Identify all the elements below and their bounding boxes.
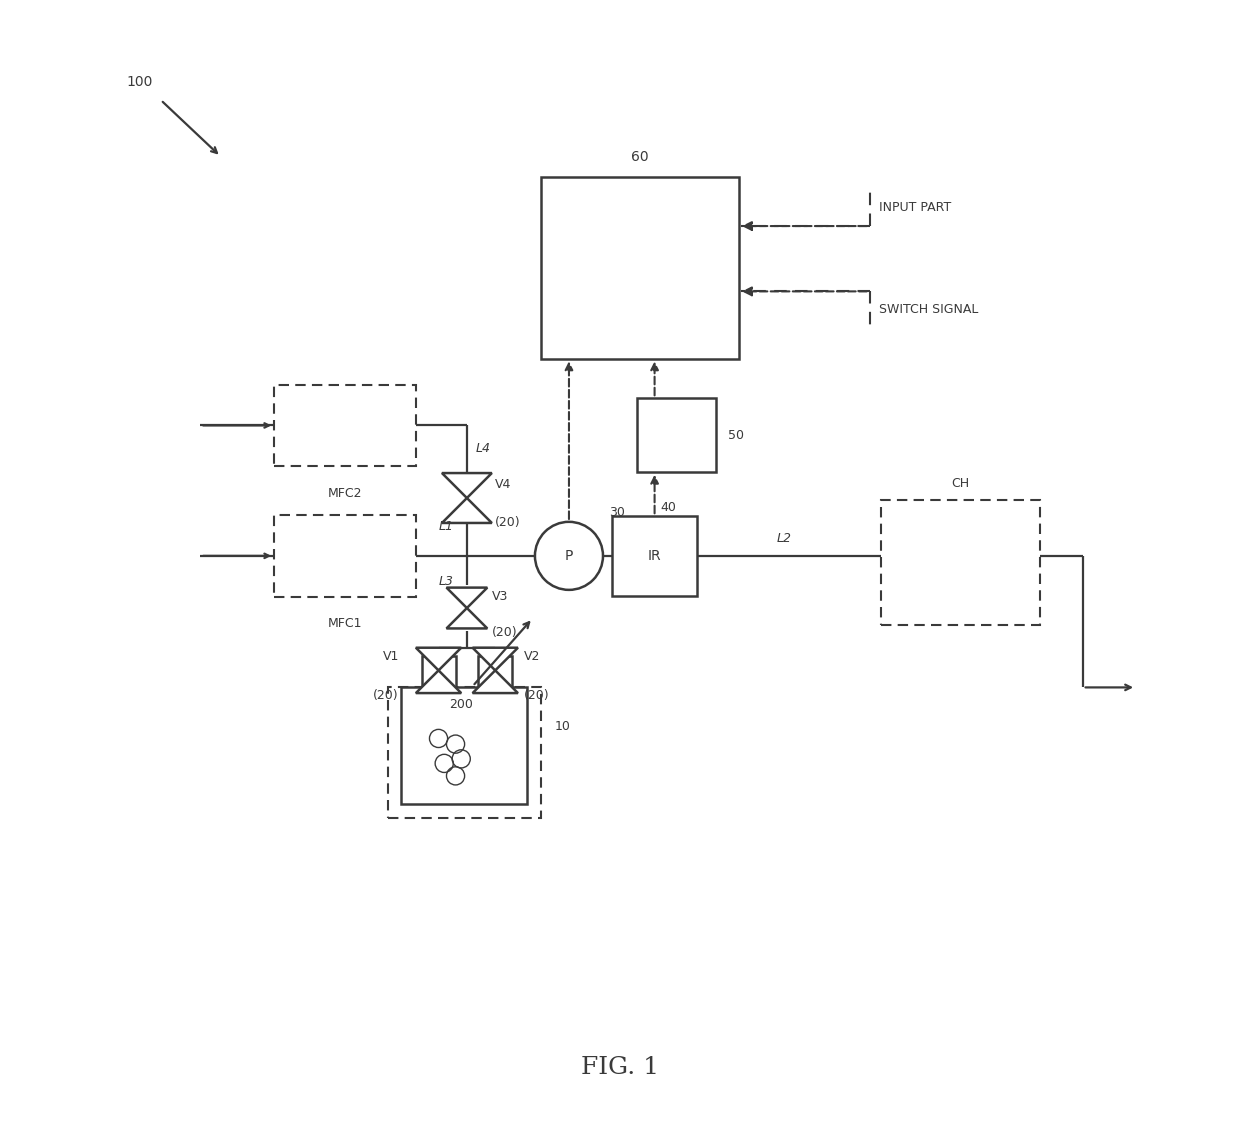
Bar <box>388 688 541 817</box>
Text: (20): (20) <box>373 689 399 701</box>
Text: (20): (20) <box>495 517 521 529</box>
Text: MFC2: MFC2 <box>327 487 362 499</box>
Text: L1: L1 <box>438 520 454 534</box>
Polygon shape <box>472 670 518 693</box>
Bar <box>637 398 717 472</box>
Text: L4: L4 <box>476 442 491 455</box>
Polygon shape <box>446 608 487 628</box>
Polygon shape <box>441 498 492 523</box>
Text: 40: 40 <box>660 501 676 513</box>
Bar <box>274 385 415 466</box>
Bar <box>541 177 739 358</box>
Polygon shape <box>446 588 487 608</box>
Polygon shape <box>415 647 461 670</box>
Text: 100: 100 <box>126 75 153 90</box>
Bar <box>422 656 455 688</box>
Polygon shape <box>415 670 461 693</box>
Text: V3: V3 <box>492 590 508 603</box>
Text: IR: IR <box>647 549 661 563</box>
Text: L3: L3 <box>438 575 454 589</box>
Text: SWITCH SIGNAL: SWITCH SIGNAL <box>879 303 978 316</box>
Text: FIG. 1: FIG. 1 <box>582 1056 658 1079</box>
Bar <box>479 656 512 688</box>
Text: INPUT PART: INPUT PART <box>879 201 951 215</box>
Bar <box>401 688 527 805</box>
Text: (20): (20) <box>492 627 517 639</box>
Text: V2: V2 <box>523 650 539 664</box>
Bar <box>880 501 1039 625</box>
Text: 30: 30 <box>609 506 625 519</box>
Text: MFC1: MFC1 <box>327 618 362 630</box>
Polygon shape <box>472 647 518 670</box>
Circle shape <box>534 522 603 590</box>
Text: 60: 60 <box>631 149 649 164</box>
Bar <box>613 517 697 596</box>
Text: P: P <box>564 549 573 563</box>
Text: V4: V4 <box>495 478 512 491</box>
Text: 50: 50 <box>728 428 744 442</box>
Polygon shape <box>441 473 492 498</box>
Text: 200: 200 <box>449 698 474 711</box>
Text: CH: CH <box>951 476 970 490</box>
Text: L2: L2 <box>776 533 791 545</box>
Text: (20): (20) <box>523 689 549 701</box>
Text: 10: 10 <box>554 720 570 734</box>
Text: V1: V1 <box>382 650 399 664</box>
Bar <box>274 515 415 597</box>
